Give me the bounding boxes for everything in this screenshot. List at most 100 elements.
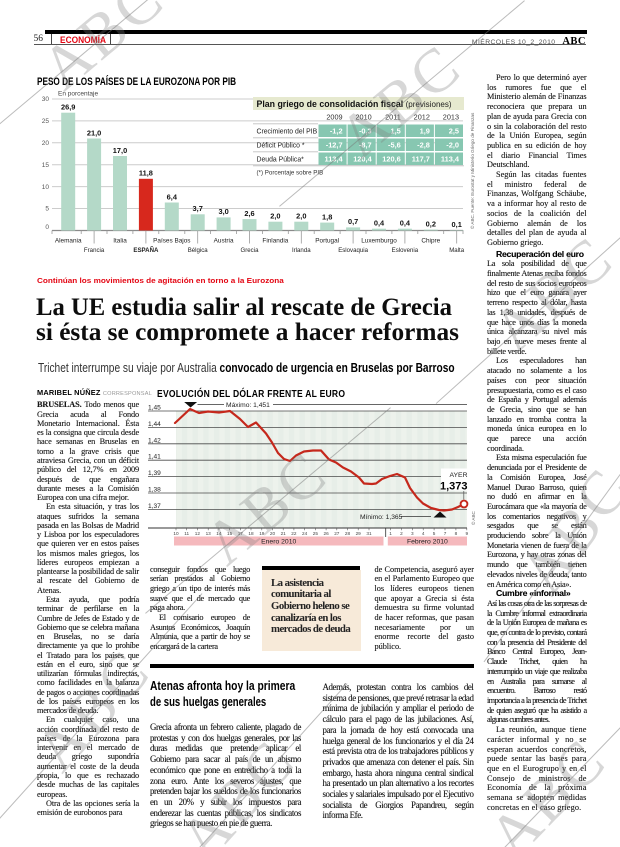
svg-text:-8,7: -8,7 — [359, 141, 372, 150]
svg-text:-1,2: -1,2 — [330, 127, 343, 136]
svg-text:30: 30 — [42, 96, 50, 103]
svg-text:Luxemburgo: Luxemburgo — [361, 238, 397, 245]
svg-text:13: 13 — [206, 531, 212, 536]
svg-text:8: 8 — [455, 531, 458, 536]
svg-text:21,0: 21,0 — [87, 128, 101, 137]
svg-text:1,39: 1,39 — [148, 470, 161, 477]
svg-text:Italia: Italia — [113, 238, 127, 245]
svg-text:27: 27 — [334, 531, 340, 536]
svg-text:0,7: 0,7 — [348, 217, 358, 226]
svg-text:Crecimiento del PIB: Crecimiento del PIB — [257, 127, 318, 135]
svg-text:24: 24 — [302, 531, 308, 536]
svg-text:20: 20 — [42, 140, 50, 147]
svg-text:25: 25 — [313, 531, 319, 536]
svg-text:18: 18 — [248, 531, 254, 536]
svg-text:17,0: 17,0 — [113, 146, 127, 155]
svg-text:1,373: 1,373 — [440, 481, 468, 493]
svg-text:22: 22 — [291, 531, 297, 536]
svg-text:7: 7 — [444, 531, 447, 536]
svg-text:© ABC: © ABC — [470, 510, 476, 525]
svg-text:Déficit Público *: Déficit Público * — [257, 141, 305, 149]
svg-text:Plan griego de consolidación f: Plan griego de consolidación fiscal (pre… — [257, 99, 452, 109]
svg-text:26,9: 26,9 — [61, 103, 75, 112]
svg-text:0: 0 — [45, 224, 49, 231]
svg-text:Deuda Pública*: Deuda Pública* — [257, 155, 305, 163]
svg-text:29: 29 — [356, 531, 362, 536]
svg-text:-2,8: -2,8 — [417, 141, 430, 150]
svg-text:Portugal: Portugal — [315, 238, 339, 245]
svg-text:113,4: 113,4 — [441, 155, 460, 164]
svg-text:10: 10 — [42, 184, 50, 191]
svg-text:Austria: Austria — [214, 238, 234, 245]
svg-text:14: 14 — [216, 531, 222, 536]
svg-text:Mínimo: 1,365: Mínimo: 1,365 — [360, 514, 403, 521]
svg-text:1,44: 1,44 — [148, 421, 161, 428]
svg-text:0,4: 0,4 — [400, 219, 411, 228]
svg-text:2010: 2010 — [355, 113, 371, 122]
svg-text:En porcentaje: En porcentaje — [58, 91, 98, 98]
svg-text:Eslovaquia: Eslovaquia — [338, 247, 368, 254]
svg-text:Bélgica: Bélgica — [188, 247, 209, 254]
svg-text:1,8: 1,8 — [322, 212, 332, 221]
svg-text:12: 12 — [195, 531, 201, 536]
svg-text:ESPAÑA: ESPAÑA — [133, 247, 159, 254]
svg-text:20: 20 — [270, 531, 276, 536]
svg-text:1,42: 1,42 — [148, 437, 161, 444]
svg-text:2,6: 2,6 — [244, 209, 254, 218]
svg-text:-2,0: -2,0 — [446, 141, 459, 150]
svg-text:EVOLUCIÓN DEL DÓLAR FRENTE AL: EVOLUCIÓN DEL DÓLAR FRENTE AL EURO — [157, 387, 345, 399]
svg-text:Chipre: Chipre — [421, 238, 440, 245]
svg-text:Irlanda: Irlanda — [292, 247, 311, 254]
svg-text:Francia: Francia — [84, 247, 105, 254]
svg-text:Máximo: 1,451: Máximo: 1,451 — [226, 402, 270, 409]
svg-text:Eslovenia: Eslovenia — [392, 247, 419, 254]
svg-text:0,1: 0,1 — [452, 220, 462, 229]
svg-text:19: 19 — [259, 531, 265, 536]
svg-text:PESO DE LOS PAÍSES DE LA EUROZ: PESO DE LOS PAÍSES DE LA EUROZONA POR PI… — [37, 76, 236, 89]
svg-text:2,5: 2,5 — [449, 127, 459, 136]
svg-text:Enero 2010: Enero 2010 — [261, 539, 296, 546]
svg-text:117,7: 117,7 — [412, 155, 430, 164]
svg-text:1,41: 1,41 — [148, 454, 161, 461]
svg-text:11,8: 11,8 — [139, 169, 153, 178]
svg-text:3,0: 3,0 — [218, 207, 228, 216]
svg-text:3,7: 3,7 — [193, 204, 203, 213]
svg-text:15: 15 — [42, 162, 50, 169]
svg-text:2011: 2011 — [385, 113, 401, 122]
svg-text:120,6: 120,6 — [382, 155, 401, 164]
svg-text:21: 21 — [281, 531, 287, 536]
svg-text:113,4: 113,4 — [325, 155, 344, 164]
svg-text:(*) Porcentaje sobre PIB: (*) Porcentaje sobre PIB — [257, 170, 324, 177]
svg-text:1,5: 1,5 — [391, 127, 401, 136]
svg-text:© ABC. Fuente: Eurostat y Mini: © ABC. Fuente: Eurostat y Ministerio Gri… — [469, 112, 475, 229]
svg-text:11: 11 — [184, 531, 189, 536]
svg-text:2013: 2013 — [443, 113, 459, 122]
svg-text:2: 2 — [400, 531, 403, 536]
svg-text:2012: 2012 — [414, 113, 430, 122]
svg-text:2009: 2009 — [326, 113, 342, 122]
svg-text:5: 5 — [433, 531, 436, 536]
svg-text:1,45: 1,45 — [148, 405, 161, 412]
svg-text:0,4: 0,4 — [374, 219, 385, 228]
svg-text:28: 28 — [345, 531, 351, 536]
svg-text:3: 3 — [411, 531, 414, 536]
svg-text:0,2: 0,2 — [426, 219, 436, 228]
svg-text:9: 9 — [465, 531, 468, 536]
svg-text:AYER: AYER — [449, 472, 467, 479]
svg-text:25: 25 — [42, 118, 50, 125]
svg-text:17: 17 — [238, 531, 244, 536]
svg-text:120,4: 120,4 — [353, 155, 372, 164]
svg-text:5: 5 — [45, 206, 49, 213]
svg-text:15: 15 — [227, 531, 233, 536]
svg-text:-12,7: -12,7 — [326, 141, 343, 150]
svg-text:Alemania: Alemania — [55, 238, 82, 245]
svg-text:Países Bajos: Países Bajos — [153, 238, 190, 245]
svg-text:4: 4 — [422, 531, 425, 536]
svg-text:Grecia: Grecia — [241, 247, 260, 254]
svg-text:31: 31 — [366, 531, 372, 536]
svg-text:10: 10 — [173, 531, 179, 536]
svg-text:1: 1 — [389, 531, 392, 536]
svg-text:6,4: 6,4 — [167, 192, 178, 201]
svg-text:1,9: 1,9 — [420, 127, 430, 136]
svg-text:-5,6: -5,6 — [388, 141, 401, 150]
